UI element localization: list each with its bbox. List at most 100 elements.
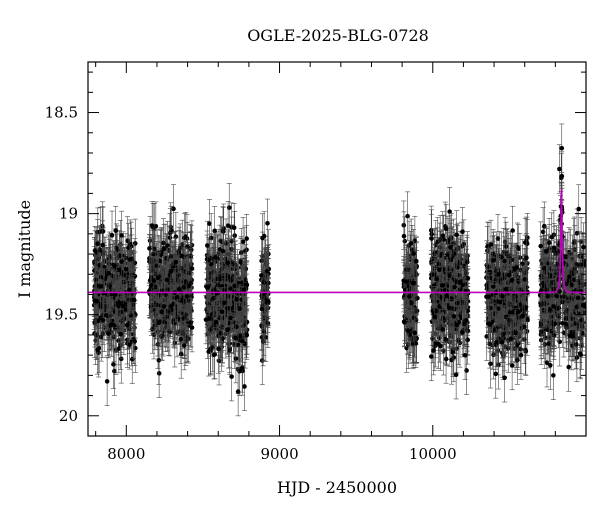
point-marker bbox=[149, 223, 155, 228]
point-marker bbox=[189, 325, 195, 330]
point-marker bbox=[113, 292, 118, 297]
data-point bbox=[106, 309, 112, 359]
point-marker bbox=[168, 304, 174, 309]
point-marker bbox=[127, 287, 132, 293]
point-marker bbox=[161, 246, 167, 252]
data-point bbox=[94, 276, 100, 326]
point-marker bbox=[173, 259, 179, 265]
data-point bbox=[104, 356, 110, 406]
point-marker bbox=[129, 356, 135, 362]
data-point bbox=[107, 261, 113, 312]
point-marker bbox=[181, 343, 187, 348]
point-marker bbox=[183, 234, 189, 239]
data-point bbox=[112, 241, 118, 291]
point-marker bbox=[114, 245, 119, 251]
point-marker bbox=[161, 240, 166, 246]
point-marker bbox=[106, 331, 111, 336]
point-marker bbox=[100, 229, 106, 234]
point-marker bbox=[151, 278, 157, 283]
point-marker bbox=[125, 322, 130, 328]
point-marker bbox=[101, 264, 107, 270]
point-marker bbox=[127, 257, 133, 262]
data-point bbox=[118, 309, 124, 359]
point-marker bbox=[92, 248, 98, 253]
data-point bbox=[92, 226, 98, 276]
point-marker bbox=[119, 233, 124, 238]
point-marker bbox=[237, 333, 243, 339]
data-point bbox=[131, 275, 137, 325]
point-marker bbox=[106, 270, 112, 276]
point-marker bbox=[109, 233, 115, 238]
point-marker bbox=[102, 276, 107, 282]
point-marker bbox=[98, 283, 103, 289]
point-marker bbox=[176, 272, 181, 278]
point-marker bbox=[95, 318, 101, 324]
point-marker bbox=[98, 315, 104, 321]
data-point bbox=[127, 234, 133, 284]
point-marker bbox=[188, 320, 194, 326]
data-point bbox=[171, 184, 177, 234]
data-point bbox=[100, 220, 106, 270]
point-marker bbox=[167, 235, 173, 240]
data-point bbox=[112, 269, 118, 320]
point-marker bbox=[186, 283, 192, 289]
point-marker bbox=[95, 347, 100, 353]
data-point bbox=[127, 320, 133, 370]
point-marker bbox=[132, 273, 138, 279]
point-marker bbox=[104, 379, 110, 384]
point-marker bbox=[171, 206, 176, 212]
point-marker bbox=[98, 274, 104, 280]
point-marker bbox=[176, 249, 182, 254]
point-marker bbox=[225, 223, 231, 228]
data-point bbox=[110, 339, 116, 389]
point-marker bbox=[165, 243, 170, 248]
point-marker bbox=[168, 269, 174, 274]
point-marker bbox=[158, 252, 164, 258]
point-marker bbox=[111, 362, 116, 367]
data-point bbox=[156, 348, 162, 398]
point-marker bbox=[181, 285, 187, 290]
point-marker bbox=[98, 334, 104, 340]
point-marker bbox=[95, 241, 100, 247]
point-marker bbox=[156, 371, 162, 376]
point-marker bbox=[227, 347, 232, 353]
point-marker bbox=[168, 230, 173, 236]
point-marker bbox=[119, 259, 124, 264]
point-marker bbox=[184, 244, 190, 249]
chart-title: OGLE-2025-BLG-0728 bbox=[247, 26, 429, 45]
point-marker bbox=[107, 284, 112, 289]
point-marker bbox=[123, 266, 129, 272]
data-point bbox=[95, 325, 101, 375]
point-marker bbox=[105, 313, 110, 319]
point-marker bbox=[93, 277, 99, 283]
point-marker bbox=[183, 279, 189, 284]
point-marker bbox=[120, 303, 126, 309]
point-marker bbox=[132, 345, 138, 351]
point-marker bbox=[118, 331, 124, 337]
data-point bbox=[119, 237, 125, 287]
point-marker bbox=[176, 286, 182, 292]
point-marker bbox=[152, 307, 158, 313]
data-point bbox=[124, 300, 130, 350]
data-points bbox=[91, 123, 587, 417]
data-point bbox=[120, 281, 126, 331]
point-marker bbox=[161, 304, 167, 309]
point-marker bbox=[108, 322, 114, 328]
point-marker bbox=[118, 356, 124, 362]
data-point bbox=[126, 265, 132, 315]
point-marker bbox=[112, 263, 117, 269]
point-marker bbox=[159, 309, 165, 315]
data-point bbox=[108, 300, 114, 350]
data-point bbox=[98, 261, 104, 311]
point-marker bbox=[100, 242, 105, 248]
point-marker bbox=[116, 267, 121, 273]
point-marker bbox=[149, 282, 154, 288]
point-marker bbox=[94, 298, 99, 304]
point-marker bbox=[232, 233, 238, 238]
point-marker bbox=[130, 302, 136, 308]
point-marker bbox=[132, 241, 138, 246]
point-marker bbox=[178, 337, 184, 342]
data-point bbox=[113, 206, 119, 256]
data-point bbox=[106, 248, 112, 298]
